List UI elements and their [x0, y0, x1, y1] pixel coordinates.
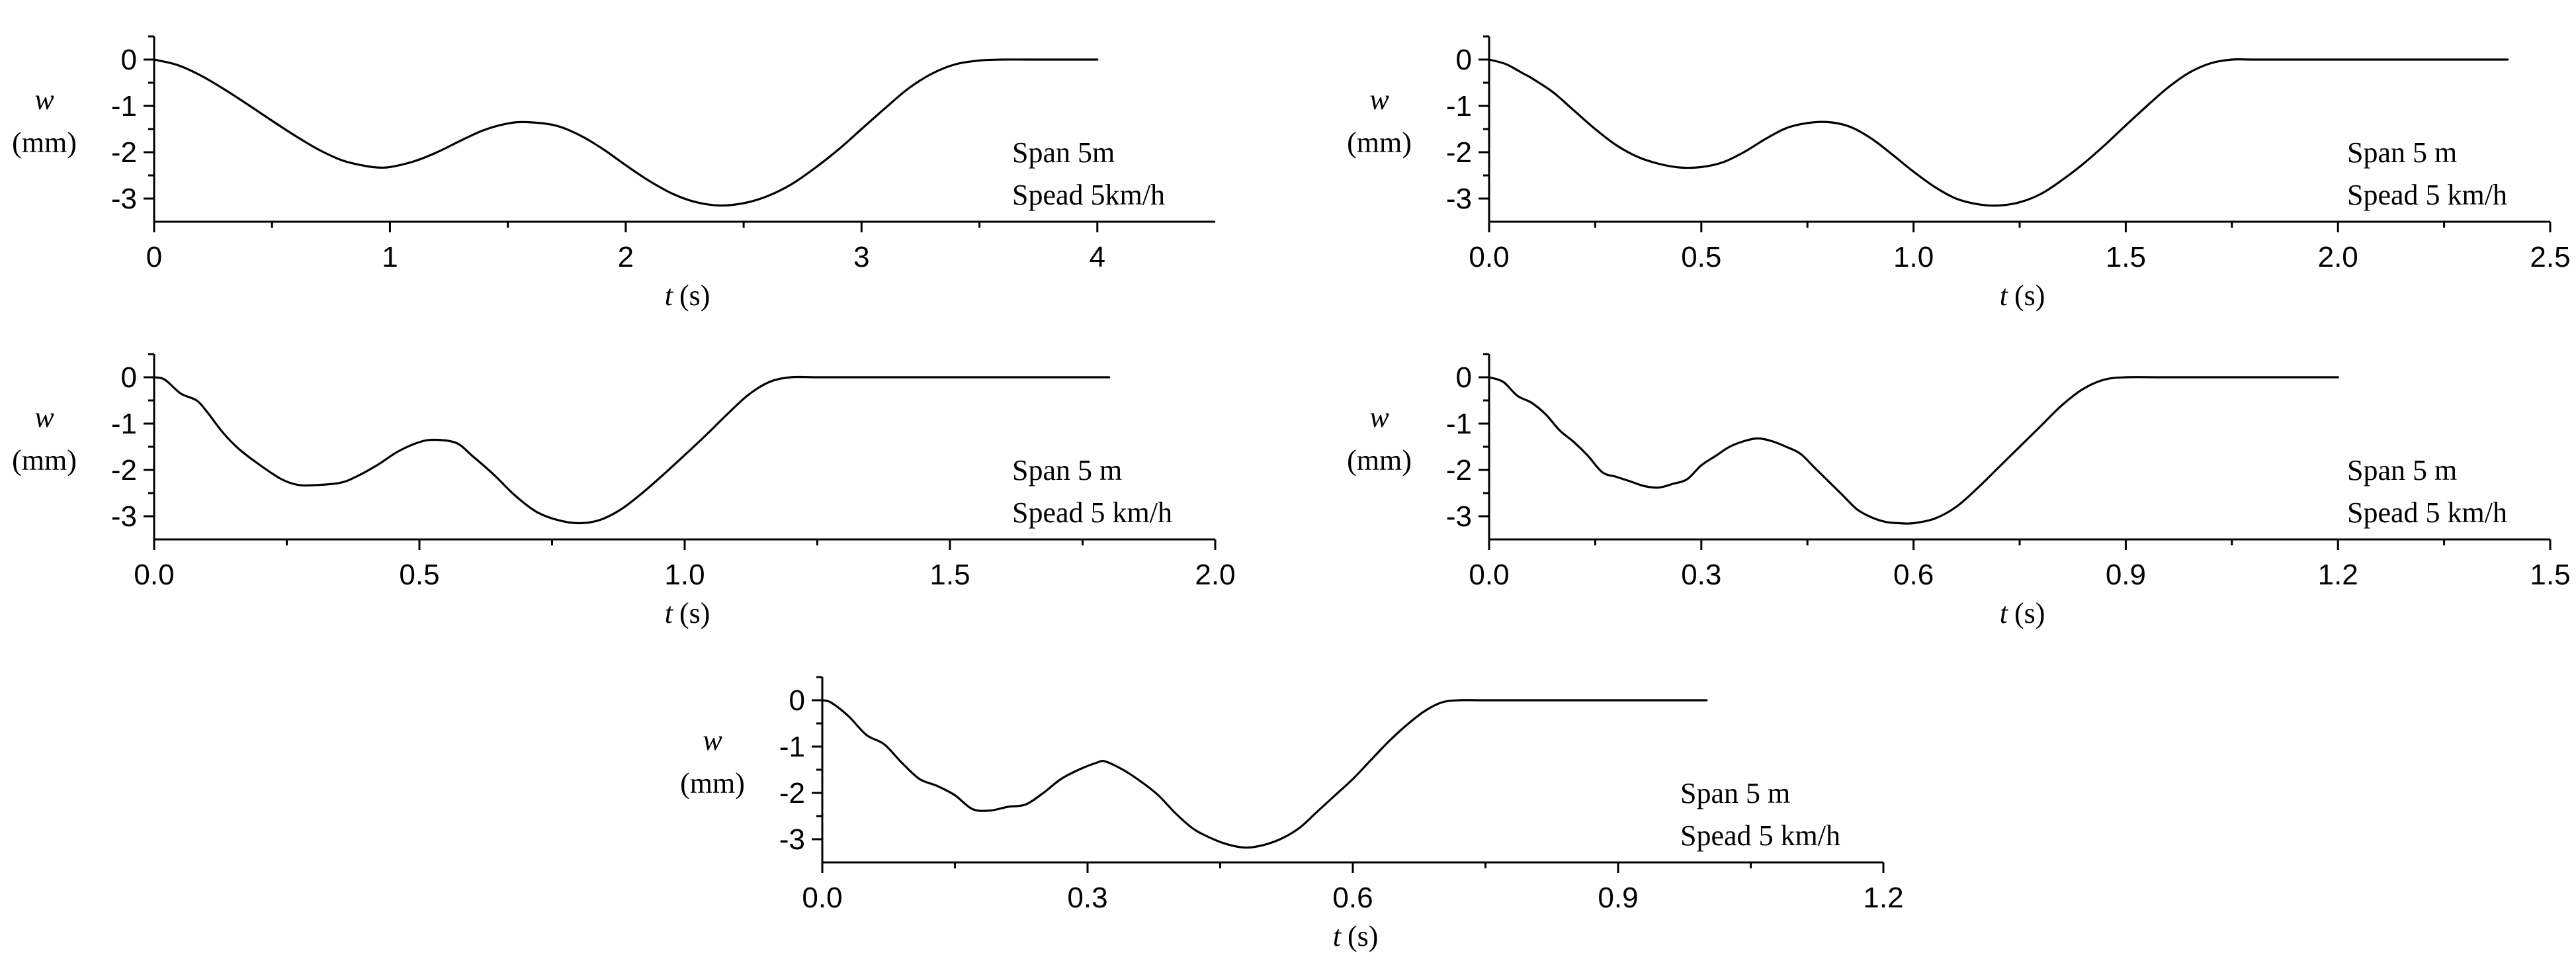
chart-annotation-line: Span 5 m — [2347, 136, 2457, 169]
x-tick-label: 0.3 — [1067, 882, 1107, 914]
x-tick-label: 2.0 — [1195, 559, 1235, 591]
x-tick-label: 0.3 — [1681, 559, 1721, 591]
x-tick-label: 0.5 — [1681, 241, 1721, 273]
chart-panel-middle-left: 0 -1 -2 -3 0.0 0.5 1.0 1.5 2.0 t (s) w (mm) Span 5 m S… — [12, 353, 1236, 629]
x-axis-title-var: t — [2000, 279, 2009, 312]
y-axis-title-unit: (mm) — [1347, 126, 1412, 159]
x-tick-label: 0.0 — [134, 559, 174, 591]
x-tick-label: 1 — [382, 241, 398, 273]
x-tick-label: 1.5 — [2106, 241, 2146, 273]
x-tick-label: 0.0 — [1469, 241, 1509, 273]
x-tick-label: 1.5 — [929, 559, 970, 591]
x-tick-label: 0.5 — [399, 559, 439, 591]
chart-annotation-line: Spead 5 km/h — [1680, 819, 1840, 852]
y-tick-label: -1 — [1446, 408, 1472, 440]
series-line-w — [1488, 376, 2339, 525]
chart-panel-middle-right: 0 -1 -2 -3 0.0 0.3 0.6 0.9 1.2 1.5 t (s) w (mm) Span 5… — [1347, 353, 2571, 629]
y-axis-title-unit: (mm) — [680, 767, 745, 800]
x-tick-label: 4 — [1090, 241, 1105, 273]
series-line-w — [153, 58, 1099, 207]
y-axis-title-var: w — [1369, 83, 1389, 116]
chart-panel-top-right: 0 -1 -2 -3 0.0 0.5 1.0 1.5 2.0 2.5 t (s) w (mm) Span 5… — [1347, 35, 2571, 312]
y-tick-label: -2 — [1446, 454, 1472, 486]
y-tick-label: 0 — [121, 361, 137, 394]
x-tick-label: 1.2 — [2318, 559, 2358, 591]
chart-annotation-line: Spead 5 km/h — [2347, 496, 2507, 529]
y-tick-label: -2 — [111, 454, 137, 486]
y-tick-label: -2 — [779, 777, 805, 809]
x-tick-label: 2.5 — [2530, 241, 2570, 273]
y-axis-title-var: w — [34, 83, 54, 116]
y-tick-label: -3 — [1446, 500, 1472, 533]
y-tick-label: -1 — [1446, 90, 1472, 122]
chart-annotation-line: Span 5 m — [2347, 454, 2457, 486]
y-tick-label: 0 — [121, 44, 137, 76]
x-tick-label: 1.5 — [2530, 559, 2570, 591]
y-axis-title-unit: (mm) — [12, 126, 77, 159]
chart-annotation-line: Spead 5km/h — [1012, 179, 1165, 211]
y-tick-label: -1 — [111, 408, 137, 440]
y-tick-label: -3 — [1446, 183, 1472, 215]
y-tick-label: -3 — [111, 500, 137, 533]
y-tick-label: -1 — [779, 731, 805, 763]
x-tick-label: 0.0 — [1469, 559, 1509, 591]
y-tick-label: 0 — [1456, 361, 1472, 394]
chart-annotation-line: Span 5 m — [1012, 454, 1122, 486]
x-tick-label: 0.6 — [1893, 559, 1934, 591]
y-axis-title-var: w — [34, 401, 54, 434]
y-tick-label: -2 — [1446, 136, 1472, 169]
x-tick-label: 0.9 — [1598, 882, 1638, 914]
x-tick-label: 0.6 — [1332, 882, 1373, 914]
x-tick-label: 2.0 — [2318, 241, 2358, 273]
x-axis-title-unit: (s) — [2014, 597, 2045, 629]
x-axis-title-var: t — [2000, 597, 2009, 629]
y-axis-title-unit: (mm) — [12, 444, 77, 477]
x-tick-label: 1.0 — [664, 559, 705, 591]
y-tick-label: -3 — [111, 183, 137, 215]
x-axis-title-var: t — [1333, 920, 1342, 952]
chart-annotation-line: Span 5 m — [1680, 777, 1790, 809]
x-axis-title-var: t — [665, 279, 674, 312]
y-tick-label: 0 — [1456, 44, 1472, 76]
y-tick-label: -3 — [779, 823, 805, 856]
chart-annotation-line: Spead 5 km/h — [1012, 496, 1172, 529]
x-axis-title-var: t — [665, 597, 674, 629]
x-tick-label: 1.2 — [1863, 882, 1903, 914]
x-axis-title-unit: (s) — [2014, 279, 2045, 312]
chart-panel-bottom-center: 0 -1 -2 -3 0.0 0.3 0.6 0.9 1.2 t (s) w (mm) Span 5 m S… — [680, 676, 1904, 952]
y-tick-label: 0 — [789, 684, 805, 717]
chart-annotation-line: Spead 5 km/h — [2347, 179, 2507, 211]
x-tick-label: 0.9 — [2106, 559, 2146, 591]
series-line-w — [153, 375, 1111, 525]
x-axis-title-unit: (s) — [679, 279, 710, 312]
x-tick-label: 3 — [853, 241, 869, 273]
y-axis-title-var: w — [703, 724, 722, 757]
x-tick-label: 2 — [618, 241, 634, 273]
y-axis-title-unit: (mm) — [1347, 444, 1412, 477]
y-tick-label: -2 — [111, 136, 137, 169]
x-tick-label: 0 — [146, 241, 162, 273]
x-tick-label: 1.0 — [1893, 241, 1934, 273]
series-line-w — [1488, 58, 2509, 207]
x-axis-title-unit: (s) — [679, 597, 710, 629]
series-line-w — [821, 699, 1708, 849]
x-axis-title-unit: (s) — [1348, 920, 1378, 952]
x-tick-label: 0.0 — [802, 882, 842, 914]
chart-panel-top-left: 0 -1 -2 -3 0 1 2 3 4 t (s) w (mm) Span 5m Spead 5km/h — [12, 35, 1215, 312]
y-tick-label: -1 — [111, 90, 137, 122]
y-axis-title-var: w — [1369, 401, 1389, 434]
chart-annotation-line: Span 5m — [1012, 136, 1115, 169]
